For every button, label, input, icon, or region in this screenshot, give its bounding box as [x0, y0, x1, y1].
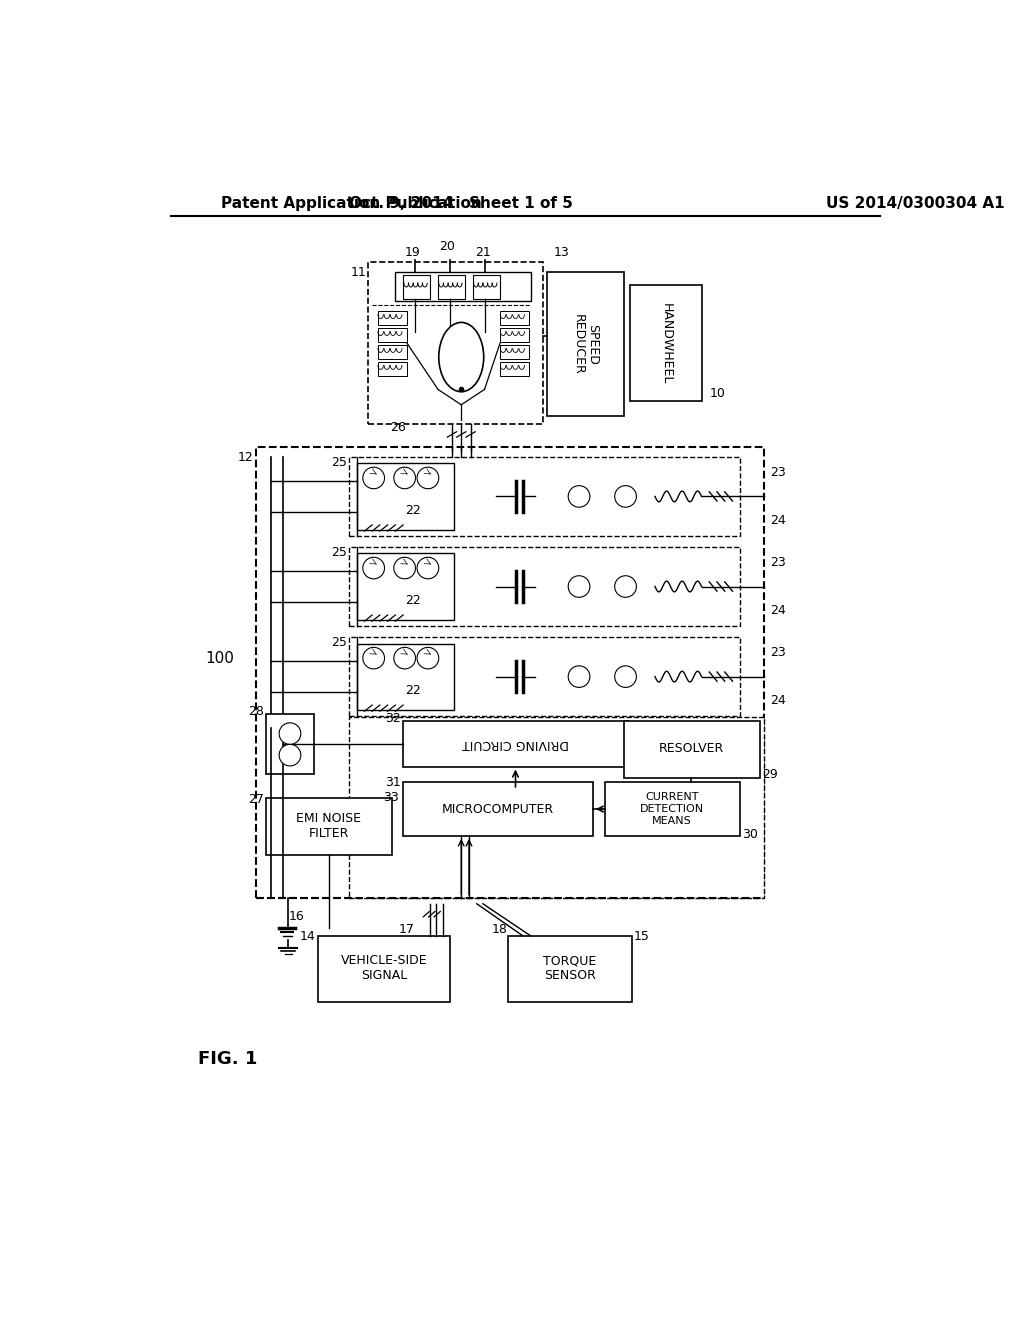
Text: 23: 23: [770, 556, 785, 569]
Bar: [403, 276, 430, 298]
Bar: [403, 781, 593, 836]
Bar: [349, 548, 740, 626]
Text: DRIVING CIRCUIT: DRIVING CIRCUIT: [462, 737, 569, 750]
Bar: [500, 362, 529, 376]
Text: 12: 12: [238, 450, 254, 463]
Text: 28: 28: [248, 705, 263, 718]
Text: MICROCOMPUTER: MICROCOMPUTER: [441, 803, 554, 816]
Text: 22: 22: [404, 684, 421, 697]
Bar: [403, 721, 628, 767]
Bar: [500, 327, 529, 342]
Bar: [473, 276, 500, 298]
Text: 25: 25: [331, 636, 346, 649]
Bar: [378, 345, 407, 359]
Text: 29: 29: [762, 768, 777, 781]
Bar: [349, 638, 740, 715]
Circle shape: [280, 723, 301, 744]
Circle shape: [394, 557, 416, 579]
Text: Oct. 9, 2014   Sheet 1 of 5: Oct. 9, 2014 Sheet 1 of 5: [349, 195, 573, 211]
Text: 22: 22: [404, 594, 421, 607]
Text: 15: 15: [633, 929, 649, 942]
Text: 18: 18: [492, 924, 508, 936]
Text: VEHICLE-SIDE
SIGNAL: VEHICLE-SIDE SIGNAL: [340, 954, 427, 982]
Text: 27: 27: [248, 793, 263, 807]
Text: SPEED
REDUCER: SPEED REDUCER: [571, 314, 599, 375]
Bar: [547, 272, 624, 416]
Circle shape: [568, 665, 590, 688]
Bar: [500, 345, 529, 359]
Circle shape: [417, 467, 438, 488]
Circle shape: [417, 647, 438, 669]
Circle shape: [362, 647, 385, 669]
Bar: [256, 447, 764, 898]
Text: CURRENT
DETECTION
MEANS: CURRENT DETECTION MEANS: [640, 792, 705, 825]
Text: 19: 19: [404, 246, 420, 259]
Bar: [500, 312, 529, 325]
Bar: [630, 285, 701, 401]
Bar: [349, 717, 764, 898]
Bar: [378, 362, 407, 376]
Circle shape: [394, 467, 416, 488]
Circle shape: [362, 557, 385, 579]
Text: FIG. 1: FIG. 1: [198, 1051, 257, 1068]
Text: 23: 23: [770, 466, 785, 479]
Text: Patent Application Publication: Patent Application Publication: [221, 195, 481, 211]
Circle shape: [614, 665, 636, 688]
Bar: [349, 457, 740, 536]
Bar: [356, 553, 454, 619]
Bar: [624, 721, 760, 779]
Text: 10: 10: [710, 387, 725, 400]
Ellipse shape: [438, 322, 483, 392]
Bar: [604, 781, 740, 836]
Bar: [378, 327, 407, 342]
Bar: [266, 797, 391, 855]
Text: 20: 20: [439, 240, 456, 253]
Text: 17: 17: [399, 924, 415, 936]
Text: 31: 31: [385, 776, 400, 788]
Text: 26: 26: [390, 421, 406, 434]
Text: 16: 16: [289, 911, 305, 924]
Bar: [317, 936, 450, 1002]
Text: 25: 25: [331, 455, 346, 469]
Bar: [369, 263, 543, 424]
Text: 24: 24: [770, 513, 785, 527]
Text: 30: 30: [741, 828, 758, 841]
Text: 14: 14: [300, 929, 315, 942]
Bar: [378, 312, 407, 325]
Text: 24: 24: [770, 694, 785, 708]
Circle shape: [394, 647, 416, 669]
Bar: [508, 936, 632, 1002]
Text: 100: 100: [205, 651, 233, 667]
Bar: [438, 276, 465, 298]
Text: 33: 33: [384, 791, 399, 804]
Bar: [356, 644, 454, 710]
Text: 25: 25: [331, 546, 346, 560]
Bar: [266, 714, 314, 775]
Text: 13: 13: [554, 246, 570, 259]
Circle shape: [568, 576, 590, 597]
Bar: [356, 463, 454, 529]
Text: US 2014/0300304 A1: US 2014/0300304 A1: [825, 195, 1005, 211]
Text: HANDWHEEL: HANDWHEEL: [659, 302, 673, 384]
Text: 21: 21: [475, 246, 490, 259]
Text: 22: 22: [404, 504, 421, 517]
Circle shape: [280, 744, 301, 766]
Circle shape: [614, 486, 636, 507]
Text: 32: 32: [385, 711, 400, 725]
Bar: [395, 272, 531, 301]
Text: RESOLVER: RESOLVER: [658, 742, 724, 755]
Circle shape: [614, 576, 636, 597]
Text: 11: 11: [351, 265, 367, 279]
Circle shape: [417, 557, 438, 579]
Text: 23: 23: [770, 647, 785, 659]
Text: 24: 24: [770, 603, 785, 616]
Circle shape: [568, 486, 590, 507]
Text: EMI NOISE
FILTER: EMI NOISE FILTER: [296, 812, 361, 840]
Circle shape: [362, 467, 385, 488]
Text: TORQUE
SENSOR: TORQUE SENSOR: [543, 954, 596, 982]
